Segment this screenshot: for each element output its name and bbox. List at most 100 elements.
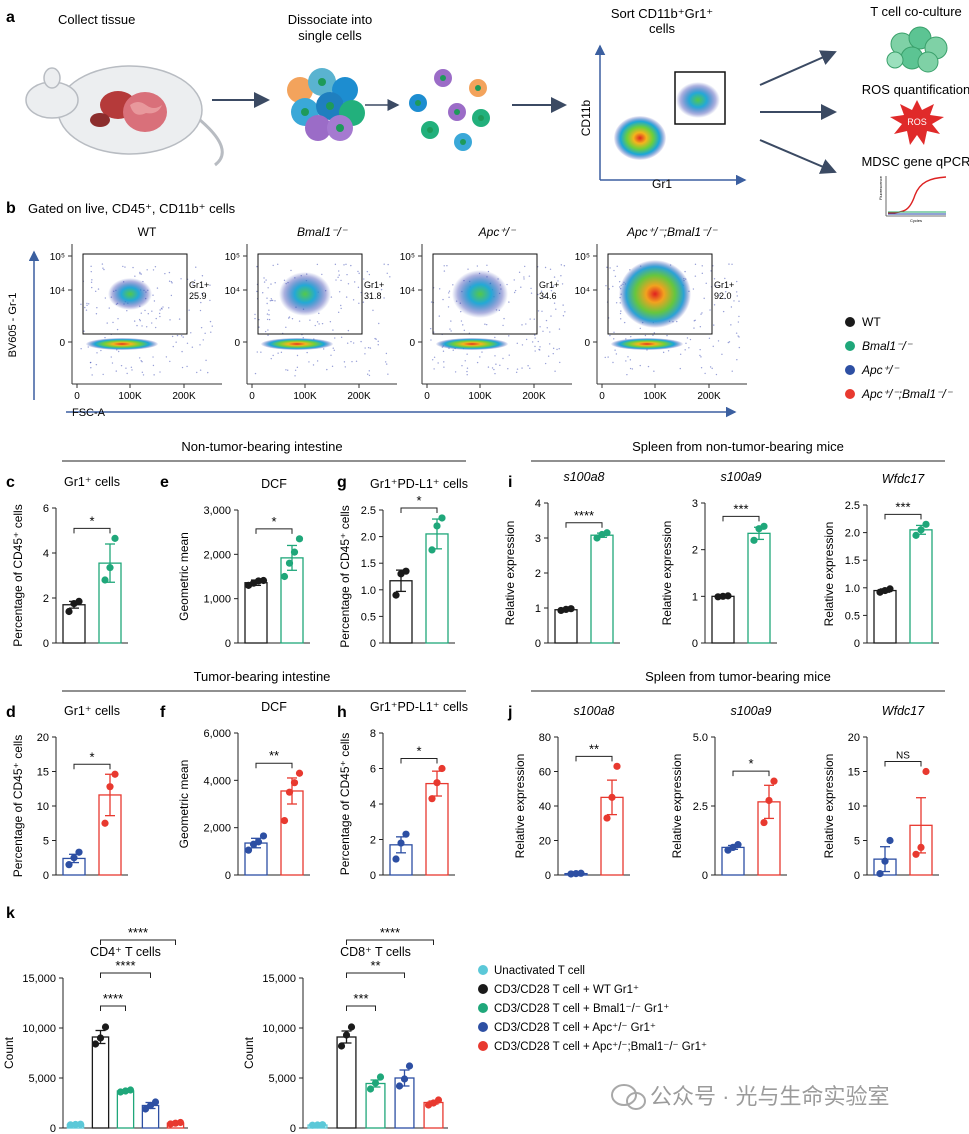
step-dissociate-label-2: single cells [298,28,362,43]
facs-event [461,364,463,367]
facs-event [486,264,488,266]
data-point [402,567,410,575]
facs-x-tick-label: 0 [249,391,255,402]
facs-x-tick-label: 0 [599,391,605,402]
facs-event [449,328,451,330]
facs-event [332,347,334,349]
y-tick-label: 0 [225,638,231,650]
chart-title: Gr1⁺PD-L1⁺ cells [370,700,468,714]
facs-event [362,301,365,303]
facs-event [539,326,541,328]
facs-event [521,324,523,326]
y-tick-label: 80 [539,732,551,744]
facs-event [494,336,496,339]
data-point [400,1075,409,1083]
facs-event [442,298,444,301]
facs-event [285,369,287,371]
significance-bracket [346,972,405,978]
facs-event [168,307,170,309]
y-tick-label: 2.0 [845,528,860,540]
legend-swatch-dot [478,984,488,994]
legend-label: CD3/CD28 T cell + Apc⁺/⁻;Bmal1⁻/⁻ Gr1⁺ [494,1041,707,1053]
facs-event [476,265,479,267]
facs-x-tick-label: 0 [424,391,430,402]
y-tick-label: 1 [535,603,541,615]
facs-event [267,287,269,289]
facs-event [431,359,434,361]
significance-bracket [732,770,770,777]
genotype-legend-item: Apc⁺/⁻ [845,363,900,377]
y-axis-label: Relative expression [670,754,684,859]
facs-event [126,372,128,375]
significance-bracket [884,761,922,767]
facs-event [738,346,741,349]
facs-event [438,315,441,317]
data-point [244,846,253,854]
y-axis-label: Percentage of CD45⁺ cells [338,505,352,647]
facs-event [170,294,173,297]
facs-event [560,275,562,277]
facs-event [366,270,369,273]
panel-label-e: e [160,474,169,491]
panel-b: b Gated on live, CD45⁺, CD11b⁺ cells BV6… [6,200,954,419]
facs-event [377,344,379,346]
facs-event [625,360,627,362]
facs-event [387,263,389,266]
y-tick-label: 0 [50,1123,56,1134]
facs-event [192,283,194,285]
facs-event [334,337,336,339]
facs-event [724,297,726,300]
facs-event [358,272,360,275]
facs-event [481,351,483,353]
facs-event [615,353,618,355]
panel-letters: c e g i d f h j k [6,474,512,922]
facs-event [502,324,504,327]
legend-swatch-dot [478,965,488,975]
data-point [765,796,773,805]
output-coculture-label: T cell co-culture [870,4,962,19]
data-point [285,788,294,796]
facs-event [666,334,668,337]
panel-label-i: i [508,474,512,491]
facs-event [195,266,197,268]
treatment-legend-item: Unactivated T cell [478,965,585,977]
gating-label: Gated on live, CD45⁺, CD11b⁺ cells [28,201,236,216]
chart-i1: s100a8 0 1 2 3 4 Relative expression **** [503,470,620,650]
significance-label: *** [895,499,910,514]
facs-event [738,315,740,318]
facs-event [619,312,622,315]
facs-x-tick-label: 200K [347,391,371,402]
facs-event [168,271,171,274]
facs-event [692,288,695,290]
facs-population-low [436,338,508,350]
facs-event [715,285,717,287]
facs-event [340,304,342,307]
facs-event [267,329,269,331]
facs-event [503,317,505,320]
facs-event [357,286,360,289]
facs-event [296,366,299,369]
significance-label: ** [370,958,380,973]
significance-label: * [89,513,94,528]
facs-event [639,364,641,367]
facs-event [699,348,701,351]
significance-label: **** [574,508,594,523]
data-point [280,816,289,825]
facs-event [464,360,466,362]
chart-title: s100a8 [563,470,604,484]
facs-event [139,271,141,274]
facs-event [709,309,711,311]
facs-y-tick-label: 10⁵ [575,252,590,263]
facs-event [180,278,182,280]
data-point [402,830,410,838]
facs-event [443,270,446,272]
facs-event [351,360,353,363]
data-point [433,522,441,530]
facs-event [689,338,692,341]
facs-event [353,281,356,283]
data-point [70,854,78,862]
significance-bracket [400,758,438,764]
y-tick-label: 2,000 [203,823,231,835]
facs-x-tick-label: 200K [172,391,196,402]
facs-event [559,361,561,364]
